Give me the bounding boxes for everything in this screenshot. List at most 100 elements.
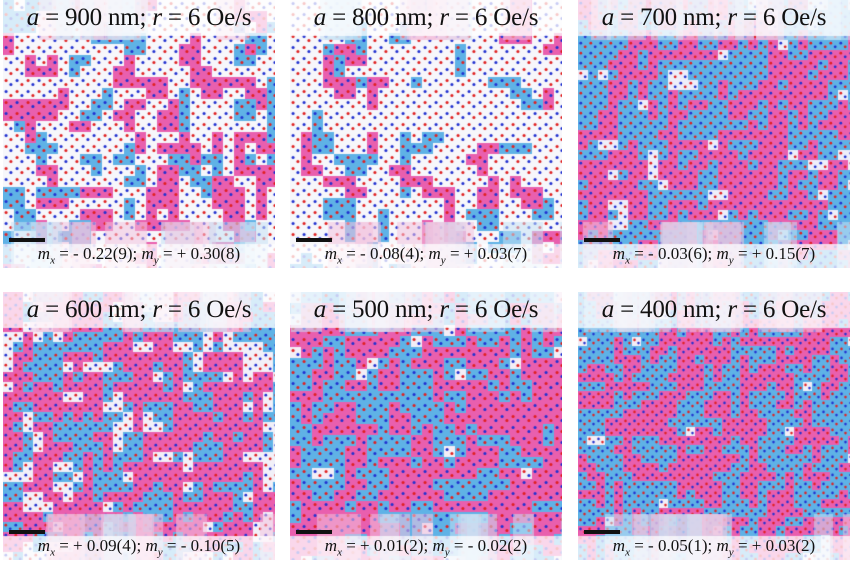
panel-title: a = 500 nm; r = 6 Oe/s (290, 296, 562, 324)
panel-title: a = 400 nm; r = 6 Oe/s (578, 296, 850, 324)
r-symbol: r (727, 296, 737, 323)
separator: ; (426, 4, 440, 31)
magnetization-caption: mx = - 0.22(9); my = + 0.30(8) (3, 244, 275, 266)
lattice-value: 900 (65, 4, 102, 31)
x-subscript: x (625, 254, 630, 266)
scale-bar (584, 238, 620, 242)
lattice-value: 400 (640, 296, 677, 323)
lattice-value: 600 (65, 296, 102, 323)
rate-unit: Oe/s (781, 4, 827, 31)
lattice-value: 700 (640, 4, 677, 31)
separator: ; (132, 243, 142, 263)
equals-sign: = (39, 296, 66, 323)
x-subscript: x (337, 254, 342, 266)
a-symbol: a (26, 4, 40, 31)
my-value: + 0.03(2) (751, 535, 816, 555)
r-symbol: r (152, 4, 162, 31)
equals-sign: = (445, 243, 464, 263)
separator: ; (426, 296, 440, 323)
x-subscript: x (50, 546, 55, 558)
separator: ; (419, 243, 429, 263)
mx-value: - 0.05(1) (648, 535, 708, 555)
mx-value: - 0.08(4) (360, 243, 420, 263)
separator: ; (707, 243, 717, 263)
panel-a-800: a = 800 nm; r = 6 Oe/s mx = - 0.08(4); m… (290, 0, 562, 268)
magnetization-caption: mx = + 0.09(4); my = - 0.10(5) (3, 536, 275, 558)
m-symbol: m (716, 535, 729, 555)
lattice-unit: nm (683, 4, 715, 31)
equals-sign: = (736, 296, 763, 323)
equals-sign: = (736, 4, 763, 31)
m-symbol: m (324, 535, 338, 555)
my-value: + 0.15(7) (751, 243, 816, 263)
equals-sign: = (158, 243, 177, 263)
lattice-unit: nm (395, 4, 427, 31)
lattice-unit: nm (683, 296, 715, 323)
equals-sign: = (733, 243, 752, 263)
equals-sign: = (39, 4, 66, 31)
lattice-value: 800 (352, 4, 389, 31)
equals-sign: = (161, 296, 188, 323)
panel-a-400: a = 400 nm; r = 6 Oe/s mx = - 0.05(1); m… (578, 292, 850, 560)
equals-sign: = (162, 535, 181, 555)
equals-sign: = (733, 535, 752, 555)
equals-sign: = (448, 4, 475, 31)
separator: ; (139, 296, 153, 323)
panel-title: a = 900 nm; r = 6 Oe/s (3, 4, 275, 32)
m-symbol: m (145, 535, 158, 555)
equals-sign: = (449, 535, 468, 555)
lattice-unit: nm (108, 4, 140, 31)
lattice-value: 500 (352, 296, 389, 323)
equals-sign: = (341, 535, 361, 555)
y-subscript: y (444, 546, 450, 558)
equals-sign: = (326, 4, 353, 31)
m-symbol: m (612, 243, 626, 263)
mfm-image (290, 292, 562, 560)
my-value: - 0.02(2) (467, 535, 528, 555)
m-symbol: m (612, 535, 626, 555)
x-subscript: x (337, 546, 342, 558)
y-subscript: y (153, 254, 159, 266)
y-subscript: y (157, 546, 163, 558)
x-subscript: x (50, 254, 55, 266)
scale-bar (296, 238, 332, 242)
equals-sign: = (614, 296, 641, 323)
rate-unit: Oe/s (493, 4, 539, 31)
rate-unit: Oe/s (781, 296, 827, 323)
mx-value: - 0.22(9) (73, 243, 133, 263)
r-symbol: r (152, 296, 162, 323)
equals-sign: = (326, 296, 353, 323)
x-subscript: x (625, 546, 630, 558)
separator: ; (707, 535, 717, 555)
panel-a-900: a = 900 nm; r = 6 Oe/s mx = - 0.22(9); m… (3, 0, 275, 268)
magnetization-caption: mx = + 0.01(2); my = - 0.02(2) (290, 536, 562, 558)
m-symbol: m (324, 243, 338, 263)
equals-sign: = (341, 243, 361, 263)
r-symbol: r (439, 296, 449, 323)
rate-value: 6 (474, 4, 488, 31)
equals-sign: = (448, 296, 475, 323)
lattice-unit: nm (395, 296, 427, 323)
m-symbol: m (716, 243, 729, 263)
y-subscript: y (728, 254, 734, 266)
equals-sign: = (54, 535, 74, 555)
separator: ; (136, 535, 146, 555)
rate-value: 6 (762, 4, 776, 31)
m-symbol: m (432, 535, 445, 555)
equals-sign: = (629, 535, 649, 555)
my-value: + 0.03(7) (463, 243, 528, 263)
m-symbol: m (37, 535, 51, 555)
magnetization-caption: mx = - 0.08(4); my = + 0.03(7) (290, 244, 562, 266)
scale-bar (584, 530, 620, 534)
scale-bar (296, 530, 332, 534)
a-symbol: a (26, 296, 40, 323)
m-symbol: m (141, 243, 154, 263)
panel-a-500: a = 500 nm; r = 6 Oe/s mx = + 0.01(2); m… (290, 292, 562, 560)
magnetization-caption: mx = - 0.05(1); my = + 0.03(2) (578, 536, 850, 558)
equals-sign: = (54, 243, 74, 263)
panel-title: a = 600 nm; r = 6 Oe/s (3, 296, 275, 324)
rate-value: 6 (474, 296, 488, 323)
mfm-image (578, 0, 850, 268)
equals-sign: = (629, 243, 649, 263)
separator: ; (714, 4, 728, 31)
